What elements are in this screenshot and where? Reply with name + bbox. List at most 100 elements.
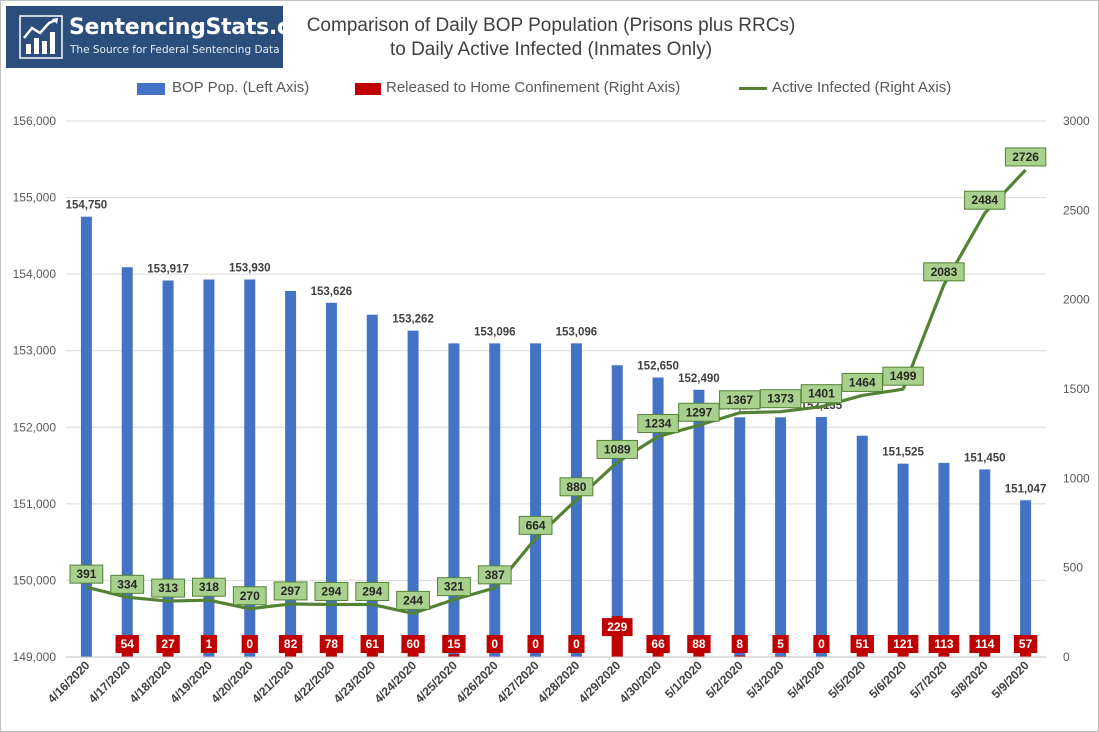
- released-label-box: [887, 635, 919, 653]
- x-axis-category-label: 4/19/2020: [167, 658, 215, 706]
- x-axis-category-label: 5/5/2020: [825, 658, 868, 701]
- right-axis-tick-label: 3000: [1063, 114, 1090, 128]
- x-axis-category-label: 4/22/2020: [290, 658, 338, 706]
- released-label-box: [772, 635, 789, 653]
- left-axis-tick-label: 150,000: [13, 573, 57, 587]
- released-label-box: [241, 635, 258, 653]
- x-axis-category-label: 4/25/2020: [412, 658, 460, 706]
- active-infected-label-box: [477, 565, 512, 585]
- x-axis-category-label: 4/16/2020: [45, 658, 93, 706]
- released-bar: [734, 655, 746, 657]
- released-data-label: 0: [491, 637, 498, 651]
- bop-pop-bar: [856, 435, 868, 657]
- bop-pop-bar: [693, 389, 705, 657]
- released-label-box: [601, 618, 633, 637]
- bop-pop-data-label: 153,917: [147, 263, 189, 275]
- bop-pop-data-label: 151,450: [964, 452, 1006, 464]
- released-data-label: 0: [246, 637, 253, 651]
- active-infected-data-label: 1234: [645, 417, 672, 431]
- released-bar: [162, 652, 174, 657]
- bop-pop-bar: [611, 365, 623, 657]
- active-infected-label-box: [273, 581, 308, 601]
- x-axis-category-label: 4/23/2020: [331, 658, 379, 706]
- active-infected-data-label: 880: [566, 480, 586, 494]
- active-infected-data-label: 1367: [726, 393, 753, 407]
- logo-tagline: The Source for Federal Sentencing Data: [70, 44, 280, 56]
- released-label-box: [156, 635, 180, 653]
- bop-pop-data-label: 151,525: [882, 447, 924, 459]
- bop-pop-data-label: 152,650: [637, 361, 679, 373]
- released-label-box: [1013, 635, 1038, 653]
- bop-pop-bar: [162, 280, 174, 657]
- legend-swatch-bop-pop: [137, 83, 165, 95]
- bop-pop-data-label: 151,047: [1005, 483, 1047, 495]
- left-axis-tick-label: 156,000: [13, 114, 57, 128]
- released-data-label: 229: [607, 620, 627, 634]
- active-infected-label-box: [69, 564, 104, 584]
- active-infected-label-box: [437, 577, 471, 597]
- released-data-label: 82: [284, 637, 298, 651]
- active-infected-label-box: [559, 477, 594, 497]
- released-label-box: [969, 635, 1001, 653]
- released-data-label: 114: [975, 637, 995, 651]
- released-label-box: [687, 635, 711, 653]
- active-infected-data-label: 2726: [1012, 150, 1039, 164]
- released-data-label: 61: [366, 637, 380, 651]
- x-axis-category-label: 4/27/2020: [494, 658, 542, 706]
- active-infected-data-label: 387: [485, 568, 505, 582]
- right-axis-tick-label: 2500: [1063, 203, 1090, 217]
- right-axis-tick-label: 2000: [1063, 293, 1090, 307]
- legend-label-released: Released to Home Confinement (Right Axis…: [386, 79, 681, 96]
- legend-label-active-infected: Active Infected (Right Axis): [772, 79, 952, 96]
- active-infected-label-box: [637, 414, 679, 434]
- right-axis-tick-label: 0: [1063, 650, 1070, 664]
- bop-pop-bar: [80, 216, 92, 657]
- active-infected-label-box: [355, 581, 390, 601]
- bop-pop-bar: [775, 417, 787, 657]
- left-axis-tick-label: 154,000: [13, 267, 57, 281]
- x-axis-category-label: 5/7/2020: [907, 658, 950, 701]
- released-data-label: 60: [406, 637, 420, 651]
- bop-pop-bar: [203, 279, 215, 657]
- right-axis-tick-label: 1000: [1063, 471, 1090, 485]
- released-data-label: 27: [161, 637, 175, 651]
- x-axis-category-label: 4/24/2020: [372, 658, 420, 706]
- active-infected-line: [86, 168, 1027, 616]
- active-infected-label-box: [314, 581, 349, 601]
- bop-pop-bar: [448, 343, 460, 657]
- released-bar: [448, 654, 460, 657]
- active-infected-label-box: [923, 262, 965, 282]
- active-infected-data-label: 1401: [808, 387, 835, 401]
- active-infected-label-box: [151, 578, 185, 598]
- left-axis-tick-label: 152,000: [13, 420, 57, 434]
- active-infected-label-box: [396, 590, 430, 610]
- released-data-label: 54: [121, 637, 135, 651]
- bop-pop-bar: [938, 462, 950, 657]
- chart-title-line1: Comparison of Daily BOP Population (Pris…: [306, 15, 796, 36]
- released-label-box: [278, 635, 303, 653]
- released-data-label: 51: [856, 637, 870, 651]
- active-infected-label-box: [964, 190, 1006, 210]
- bop-pop-data-label: 153,096: [556, 326, 598, 338]
- x-axis-category-label: 4/21/2020: [249, 658, 297, 706]
- active-infected-data-label: 270: [240, 589, 260, 603]
- released-label-box: [813, 635, 830, 653]
- bop-pop-data-label: 153,096: [474, 326, 516, 338]
- active-infected-data-label: 1373: [767, 392, 794, 406]
- active-infected-label-box: [1004, 147, 1047, 167]
- right-axis-tick-label: 1500: [1063, 382, 1090, 396]
- x-axis-category-label: 4/28/2020: [535, 658, 583, 706]
- legend-label-bop-pop: BOP Pop. (Left Axis): [172, 79, 310, 96]
- bop-pop-data-label: 153,930: [229, 263, 271, 275]
- active-infected-data-label: 244: [403, 593, 423, 607]
- active-infected-data-label: 2083: [931, 265, 958, 279]
- bop-pop-bar: [815, 416, 827, 657]
- x-axis-category-label: 5/9/2020: [989, 658, 1032, 701]
- released-label-box: [731, 635, 748, 653]
- active-infected-label-box: [110, 574, 145, 594]
- released-label-box: [568, 635, 585, 653]
- x-axis-category-label: 5/4/2020: [785, 658, 828, 701]
- released-label-box: [442, 635, 466, 653]
- active-infected-data-label: 321: [444, 580, 464, 594]
